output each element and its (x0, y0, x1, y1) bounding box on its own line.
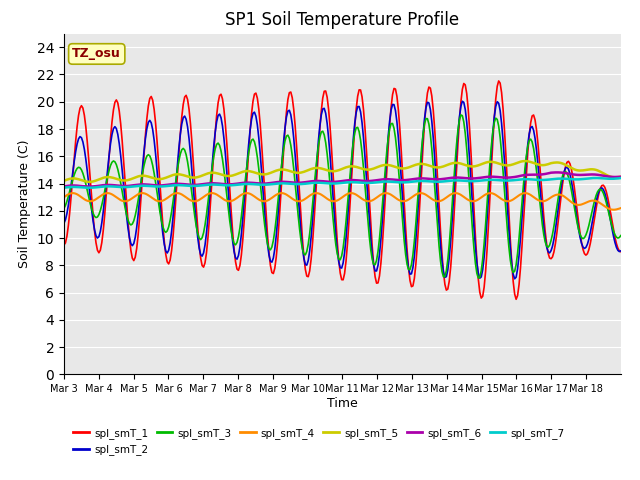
spl_smT_5 (60, 178, 68, 184)
spl_smT_1 (79, 105, 87, 111)
Legend: spl_smT_1, spl_smT_2, spl_smT_3, spl_smT_4, spl_smT_5, spl_smT_6, spl_smT_7: spl_smT_1, spl_smT_2, spl_smT_3, spl_smT… (69, 424, 569, 459)
spl_smT_3 (474, 275, 482, 281)
spl_smT_4 (458, 193, 466, 199)
spl_smT_2 (543, 244, 550, 250)
spl_smT_5 (521, 158, 529, 164)
spl_smT_5 (79, 178, 87, 183)
spl_smT_6 (616, 174, 623, 180)
Title: SP1 Soil Temperature Profile: SP1 Soil Temperature Profile (225, 11, 460, 29)
Line: spl_smT_1: spl_smT_1 (64, 81, 621, 300)
spl_smT_6 (85, 184, 93, 190)
spl_smT_4 (610, 207, 618, 213)
Text: TZ_osu: TZ_osu (72, 48, 121, 60)
spl_smT_5 (348, 164, 356, 169)
Line: spl_smT_6: spl_smT_6 (64, 172, 621, 187)
spl_smT_2 (79, 139, 87, 145)
spl_smT_7 (79, 185, 87, 191)
spl_smT_3 (97, 208, 104, 214)
spl_smT_1 (60, 242, 68, 248)
spl_smT_7 (85, 185, 93, 191)
spl_smT_6 (60, 183, 68, 189)
spl_smT_7 (617, 175, 625, 181)
spl_smT_5 (617, 174, 625, 180)
spl_smT_3 (60, 205, 68, 211)
spl_smT_7 (541, 177, 549, 183)
spl_smT_4 (541, 198, 549, 204)
spl_smT_3 (543, 243, 550, 249)
spl_smT_7 (616, 175, 623, 181)
spl_smT_3 (346, 168, 354, 173)
spl_smT_1 (543, 241, 550, 247)
Line: spl_smT_7: spl_smT_7 (64, 178, 621, 188)
spl_smT_1 (512, 297, 520, 302)
spl_smT_1 (616, 248, 623, 254)
spl_smT_6 (79, 183, 87, 189)
spl_smT_4 (60, 194, 68, 200)
spl_smT_1 (457, 99, 465, 105)
Line: spl_smT_2: spl_smT_2 (64, 101, 621, 279)
Y-axis label: Soil Temperature (C): Soil Temperature (C) (18, 140, 31, 268)
spl_smT_2 (616, 249, 623, 254)
spl_smT_3 (617, 233, 625, 239)
spl_smT_1 (97, 247, 104, 253)
spl_smT_4 (81, 196, 88, 202)
spl_smT_1 (617, 249, 625, 254)
spl_smT_4 (348, 190, 356, 196)
Line: spl_smT_4: spl_smT_4 (64, 193, 621, 210)
spl_smT_5 (616, 174, 623, 180)
spl_smT_7 (458, 178, 466, 183)
spl_smT_2 (346, 175, 354, 181)
spl_smT_7 (98, 184, 106, 190)
spl_smT_3 (616, 235, 623, 240)
spl_smT_7 (592, 175, 600, 181)
spl_smT_5 (86, 179, 94, 185)
spl_smT_4 (98, 192, 106, 198)
spl_smT_4 (69, 190, 77, 196)
spl_smT_7 (60, 185, 68, 191)
spl_smT_2 (511, 276, 518, 282)
Line: spl_smT_3: spl_smT_3 (64, 115, 621, 278)
spl_smT_6 (458, 175, 466, 180)
Line: spl_smT_5: spl_smT_5 (64, 161, 621, 182)
spl_smT_6 (553, 169, 561, 175)
spl_smT_3 (458, 113, 466, 119)
spl_smT_3 (79, 170, 87, 176)
spl_smT_6 (348, 177, 356, 183)
spl_smT_1 (495, 78, 502, 84)
spl_smT_4 (617, 205, 625, 211)
spl_smT_2 (457, 103, 465, 109)
spl_smT_5 (458, 161, 466, 167)
spl_smT_2 (617, 248, 625, 254)
spl_smT_1 (346, 195, 354, 201)
spl_smT_2 (97, 228, 104, 234)
X-axis label: Time: Time (327, 397, 358, 410)
spl_smT_4 (616, 206, 623, 212)
spl_smT_2 (60, 220, 68, 226)
spl_smT_6 (617, 174, 625, 180)
spl_smT_6 (541, 171, 549, 177)
spl_smT_6 (98, 182, 106, 188)
spl_smT_3 (457, 112, 465, 118)
spl_smT_2 (458, 98, 466, 104)
spl_smT_5 (98, 175, 106, 181)
spl_smT_7 (348, 180, 356, 185)
spl_smT_5 (543, 162, 550, 168)
